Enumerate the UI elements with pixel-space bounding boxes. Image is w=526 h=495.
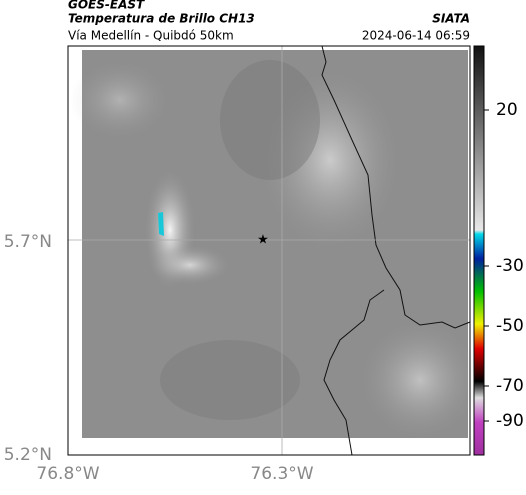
product-title: Temperatura de Brillo CH13 bbox=[68, 12, 255, 26]
lon-label: 76.3°W bbox=[250, 464, 313, 484]
colorbar-tick-label: 20 bbox=[496, 100, 518, 120]
satellite-image bbox=[70, 50, 480, 440]
colorbar-tick-label: -30 bbox=[496, 256, 524, 276]
colorbar bbox=[473, 45, 485, 456]
city-marker: ★ bbox=[257, 233, 269, 248]
lon-label: 76.8°W bbox=[36, 464, 99, 484]
lat-label: 5.2°N bbox=[4, 445, 52, 465]
colorbar-tick-label: -90 bbox=[496, 411, 524, 431]
route-label: Vía Medellín - Quibdó 50km bbox=[68, 29, 234, 43]
org-label: SIATA bbox=[432, 12, 470, 26]
colorbar-tick-label: -50 bbox=[496, 316, 524, 336]
colorbar-ticks: 20 -30 -50 -70 -90 bbox=[484, 100, 524, 431]
source-title: GOES-EAST bbox=[68, 0, 145, 12]
colorbar-tick-label: -70 bbox=[496, 376, 524, 396]
map-frame bbox=[67, 45, 471, 456]
border-line bbox=[321, 45, 471, 456]
lat-label: 5.7°N bbox=[4, 232, 52, 252]
timestamp: 2024-06-14 06:59 bbox=[362, 29, 470, 43]
